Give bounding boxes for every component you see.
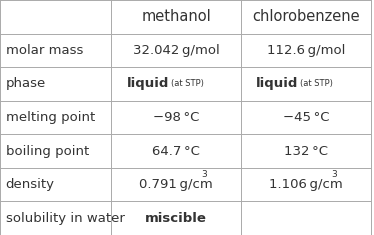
Text: 1.106 g/cm: 1.106 g/cm	[269, 178, 343, 191]
Text: 132 °C: 132 °C	[284, 145, 328, 158]
Text: chlorobenzene: chlorobenzene	[252, 9, 360, 24]
Text: 32.042 g/mol: 32.042 g/mol	[133, 44, 220, 57]
Text: 0.791 g/cm: 0.791 g/cm	[139, 178, 213, 191]
Text: methanol: methanol	[141, 9, 211, 24]
Text: (at STP): (at STP)	[171, 79, 203, 88]
Text: (at STP): (at STP)	[300, 79, 333, 88]
Text: 112.6 g/mol: 112.6 g/mol	[267, 44, 345, 57]
Text: 64.7 °C: 64.7 °C	[152, 145, 200, 158]
Text: 3: 3	[331, 170, 337, 179]
Text: phase: phase	[6, 77, 46, 90]
Text: melting point: melting point	[6, 111, 95, 124]
Text: molar mass: molar mass	[6, 44, 83, 57]
Text: liquid: liquid	[126, 77, 169, 90]
Text: −45 °C: −45 °C	[283, 111, 329, 124]
Text: boiling point: boiling point	[6, 145, 89, 158]
Text: liquid: liquid	[256, 77, 298, 90]
Text: 3: 3	[201, 170, 207, 179]
Text: solubility in water: solubility in water	[6, 212, 125, 225]
Text: −98 °C: −98 °C	[153, 111, 199, 124]
Text: miscible: miscible	[145, 212, 207, 225]
Text: density: density	[6, 178, 55, 191]
